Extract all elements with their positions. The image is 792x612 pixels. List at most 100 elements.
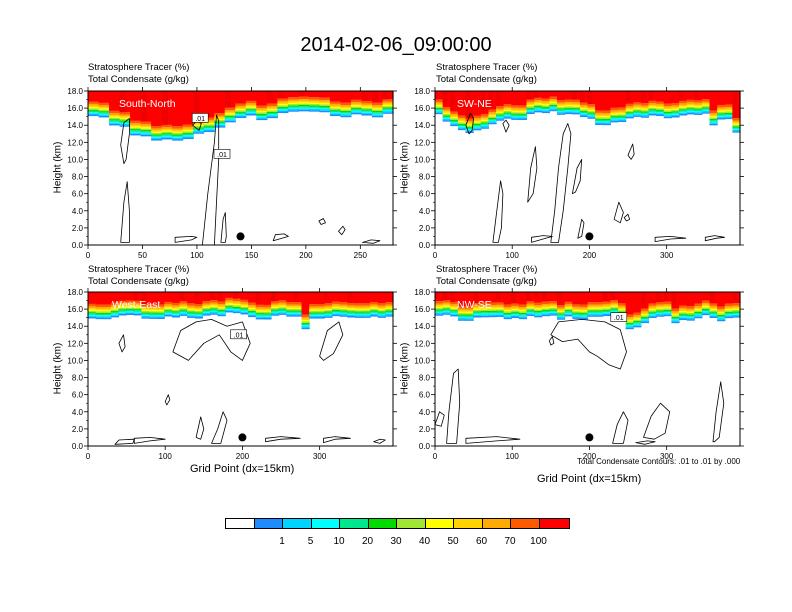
- tracer-cell: [95, 311, 104, 313]
- tracer-cell: [286, 312, 295, 314]
- tracer-cell: [694, 113, 703, 115]
- tracer-cell: [686, 315, 695, 317]
- tracer-cell: [549, 107, 558, 109]
- tracer-cell: [633, 325, 642, 328]
- tracer-cell: [371, 109, 384, 111]
- tracer-cell: [496, 115, 505, 117]
- tracer-cell: [362, 292, 371, 304]
- tracer-cell: [724, 314, 733, 316]
- tracer-cell: [534, 309, 543, 311]
- tracer-cell: [457, 91, 467, 116]
- tracer-cell: [119, 120, 131, 122]
- tracer-cell: [701, 304, 711, 307]
- tracer-cell: [179, 311, 188, 314]
- tracer-cell: [214, 117, 226, 119]
- tracer-cell: [347, 307, 356, 309]
- tracer-cell: [210, 304, 219, 306]
- tracer-cell: [701, 91, 711, 100]
- tracer-cell: [496, 304, 505, 307]
- tracer-cell: [488, 109, 497, 113]
- tracer-cell: [488, 306, 497, 309]
- tracer-cell: [656, 109, 665, 111]
- tracer-cell: [465, 314, 474, 316]
- tracer-cell: [382, 104, 394, 107]
- tracer-cell: [701, 292, 711, 301]
- condensate-contour: [627, 143, 635, 160]
- tracer-cell: [587, 304, 596, 307]
- tracer-cell: [587, 111, 596, 113]
- tracer-cell: [557, 109, 566, 111]
- tracer-cell: [579, 115, 589, 118]
- tracer-cell: [564, 314, 573, 317]
- tracer-cell: [151, 126, 163, 129]
- tracer-cell: [301, 317, 310, 319]
- tracer-streak: [579, 91, 585, 103]
- tracer-cell: [465, 130, 474, 132]
- tracer-cell: [277, 110, 289, 112]
- tracer-cell: [640, 308, 650, 311]
- contour-label: .01: [234, 332, 244, 339]
- tracer-cell: [610, 309, 619, 311]
- tracer-cell: [126, 313, 135, 316]
- tracer-cell: [473, 118, 482, 120]
- tracer-cell: [656, 110, 665, 113]
- tracer-cell: [648, 312, 657, 315]
- tracer-cell: [309, 312, 318, 314]
- tracer-cell: [203, 128, 215, 130]
- tracer-cell: [549, 99, 558, 101]
- tracer-cell: [179, 301, 188, 304]
- tracer-cell: [156, 313, 165, 316]
- tracer-cell: [663, 304, 672, 306]
- tracer-cell: [161, 131, 173, 134]
- tracer-cell: [126, 305, 135, 308]
- tracer-cell: [648, 305, 657, 308]
- tracer-cell: [465, 318, 474, 320]
- tracer-cell: [442, 304, 451, 306]
- tracer-cell: [656, 304, 665, 307]
- tracer-cell: [640, 316, 650, 318]
- tracer-cell: [656, 112, 665, 114]
- tracer-cell: [572, 308, 581, 310]
- tracer-cell: [214, 113, 226, 116]
- tracer-cell: [171, 314, 181, 316]
- tracer-cell: [709, 307, 718, 309]
- panel-4-svg: .01NW-SE0.02.04.06.08.010.012.014.016.01…: [414, 288, 744, 461]
- tracer-cell: [435, 110, 444, 112]
- tracer-cell: [350, 102, 363, 104]
- tracer-cell: [266, 113, 278, 115]
- tracer-cell: [549, 312, 558, 315]
- tracer-cell: [579, 104, 589, 107]
- tracer-cell: [354, 292, 364, 304]
- tracer-cell: [694, 311, 703, 314]
- tracer-cell: [171, 292, 181, 303]
- tracer-cell: [457, 115, 467, 118]
- tracer-cell: [587, 307, 596, 310]
- tracer-cell: [287, 110, 299, 112]
- tracer-cell: [587, 315, 596, 317]
- tracer-cell: [503, 114, 512, 116]
- tracer-cell: [164, 292, 173, 302]
- tracer-cell: [633, 110, 642, 112]
- tracer-cell: [224, 114, 236, 117]
- tracer-cell: [202, 314, 211, 316]
- tracer-cell: [301, 322, 310, 325]
- tracer-streak: [161, 91, 168, 126]
- tracer-cell: [442, 300, 451, 303]
- tracer-cell: [332, 305, 341, 308]
- tracer-cell: [309, 310, 318, 313]
- tracer-cell: [202, 303, 211, 306]
- tracer-cell: [450, 307, 459, 309]
- tracer-cell: [141, 306, 150, 309]
- tracer-cell: [457, 315, 467, 317]
- tracer-cell: [271, 303, 280, 306]
- tracer-cell: [595, 119, 604, 122]
- tracer-cell: [656, 309, 665, 311]
- tracer-cell: [382, 106, 394, 108]
- tracer-cell: [686, 319, 695, 321]
- tracer-cell: [564, 312, 573, 314]
- panel-2-svg: SW-NE0.02.04.06.08.010.012.014.016.018.0…: [414, 87, 744, 260]
- tracer-streak: [709, 292, 715, 302]
- tracer-cell: [319, 97, 331, 101]
- tracer-cell: [110, 312, 120, 314]
- tracer-cell: [202, 307, 211, 310]
